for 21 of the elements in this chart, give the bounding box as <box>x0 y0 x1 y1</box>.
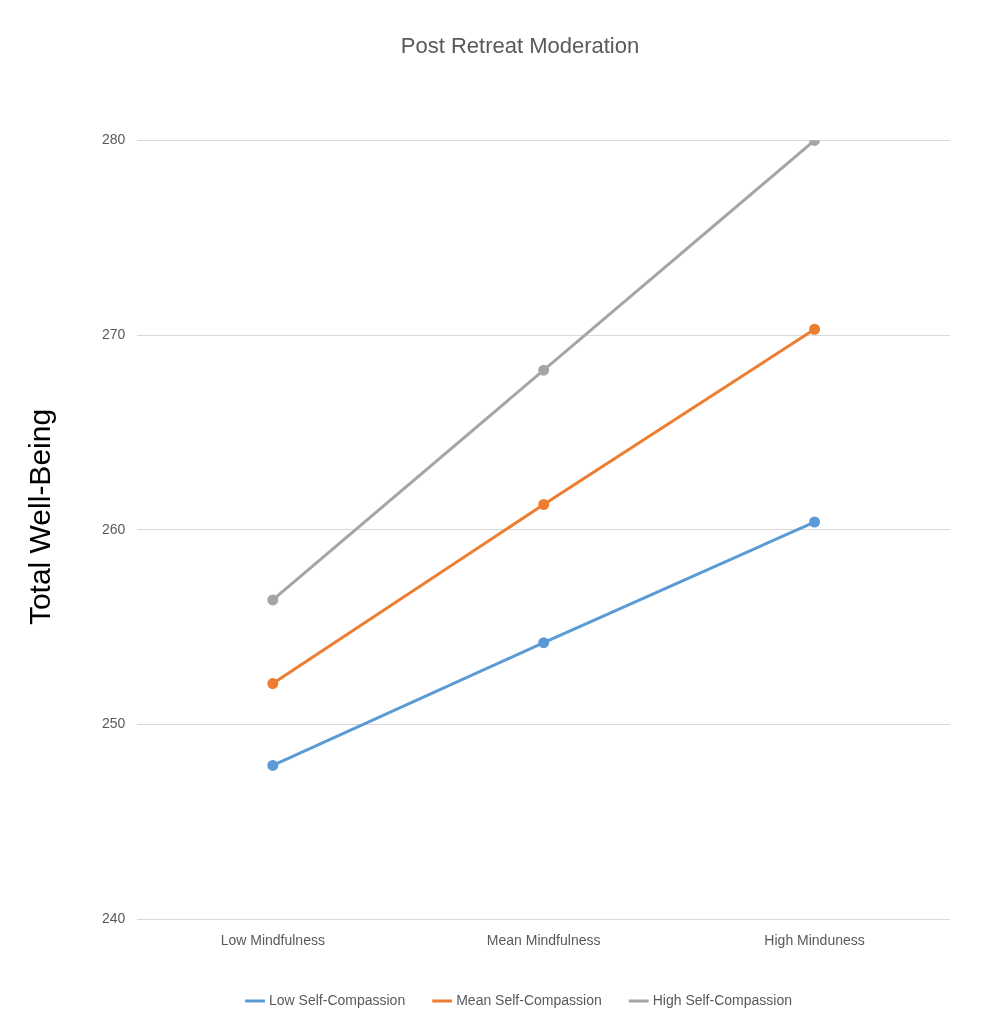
point <box>267 759 279 771</box>
y-tick-label: 250 <box>102 715 126 732</box>
point <box>538 364 550 376</box>
point <box>267 594 279 606</box>
legend-label: Low Self-Compassion <box>269 991 406 1008</box>
y-axis-title: Total Well-Being <box>23 408 57 625</box>
y-tick-label: 240 <box>102 910 126 927</box>
point <box>538 637 550 649</box>
chart-title: Post Retreat Moderation <box>400 33 640 59</box>
legend-label: High Self-Compassion <box>652 991 792 1008</box>
x-tick-label: Low Mindfulness <box>220 932 325 949</box>
point <box>809 323 821 335</box>
y-tick-label: 280 <box>102 131 126 148</box>
x-tick-label: High Minduness <box>764 932 865 949</box>
y-tick-label: 260 <box>102 520 126 537</box>
point <box>538 498 550 510</box>
legend-label: Mean Self-Compassion <box>456 991 602 1008</box>
point <box>809 516 821 528</box>
point <box>267 678 279 690</box>
x-tick-label: Mean Mindfulness <box>486 932 601 949</box>
y-tick-label: 270 <box>102 325 126 342</box>
